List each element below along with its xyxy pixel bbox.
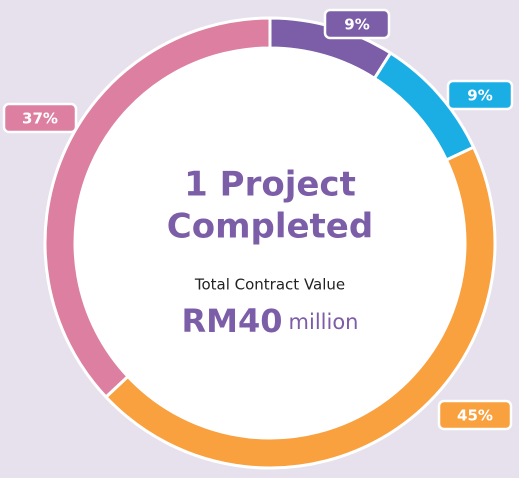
data-label: 37% [22, 110, 58, 128]
badge [323, 8, 391, 40]
donut [43, 16, 497, 470]
total-value: RM40 [182, 302, 283, 340]
badge [446, 79, 514, 111]
chart-title-line: 1 Project [184, 165, 356, 205]
data-label: 45% [457, 407, 493, 425]
data-label: 9% [344, 16, 369, 34]
donut-segment [43, 16, 272, 400]
data-label: 9% [467, 87, 492, 105]
chart-subtitle: Total Contract Value [194, 276, 345, 294]
inner-circle [76, 49, 464, 437]
chart-title-line: Completed [167, 207, 373, 247]
total: RM40 million [182, 302, 359, 340]
badge [2, 102, 78, 134]
total-unit: million [289, 310, 359, 334]
badge [437, 399, 513, 431]
